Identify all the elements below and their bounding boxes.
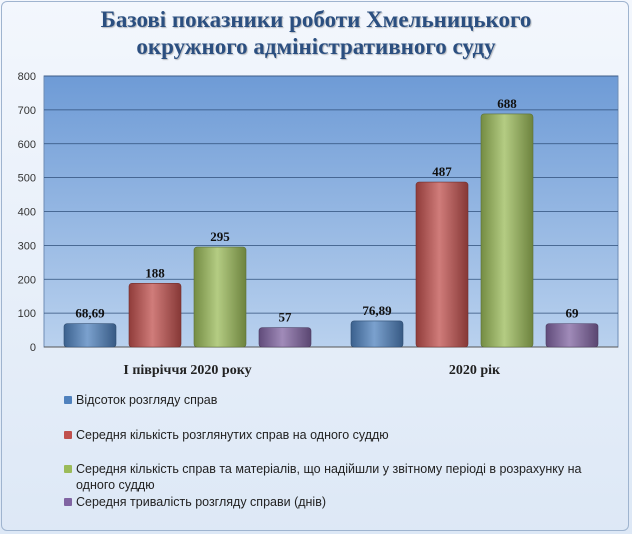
y-tick-label-300: 300	[18, 240, 36, 252]
y-tick-label-500: 500	[18, 173, 36, 185]
bar-s1-c0	[128, 283, 182, 348]
bar-s0-c0	[63, 323, 117, 348]
data-label-s3-c0: 57	[279, 310, 293, 325]
data-label-s2-c1: 688	[497, 96, 517, 111]
legend-label-received-line-1: Середня кількість справ та матеріалів, щ…	[76, 462, 582, 476]
data-label-s1-c0: 188	[145, 265, 165, 280]
legend-label-duration: Середня тривалість розгляду справи (днів…	[76, 495, 327, 509]
bar-s1-c1	[415, 181, 469, 348]
x-category-label-1: 2020 рік	[449, 363, 501, 378]
legend-swatch-green	[64, 465, 72, 473]
legend-item-reviewed: Середня кількість розглянутих справ на о…	[64, 427, 389, 443]
legend-label-received-line-2: одного суддю	[76, 478, 155, 492]
y-tick-label-200: 200	[18, 274, 36, 286]
data-label-s0-c0: 68,69	[75, 306, 105, 321]
x-category-label-0: І півріччя 2020 року	[123, 363, 251, 378]
legend-label-percent: Відсоток розгляду справ	[76, 393, 218, 407]
bar-s3-c1	[545, 323, 599, 348]
legend-item-received: Середня кількість справ та матеріалів, щ…	[64, 461, 581, 493]
legend-swatch-blue	[64, 396, 72, 404]
y-tick-label-400: 400	[18, 207, 36, 219]
legend-swatch-red	[64, 431, 72, 439]
legend-swatch-purple	[64, 498, 72, 506]
legend-label-received: Середня кількість справ та матеріалів, щ…	[76, 461, 581, 493]
bar-s3-c0	[258, 327, 312, 348]
data-label-s0-c1: 76,89	[362, 303, 392, 318]
y-tick-label-0: 0	[30, 342, 36, 354]
chart-title-line-1: Базові показники роботи Хмельницького	[100, 7, 532, 32]
legend-label-reviewed: Середня кількість розглянутих справ на о…	[76, 428, 389, 442]
bar-s2-c0	[193, 246, 247, 348]
y-tick-label-600: 600	[18, 139, 36, 151]
data-label-s2-c0: 295	[210, 229, 230, 244]
bar-s2-c1	[480, 113, 534, 348]
legend-item-percent: Відсоток розгляду справ	[64, 392, 217, 408]
chart-title: Базові показники роботи Хмельницького ок…	[0, 6, 632, 60]
y-tick-label-800: 800	[18, 71, 36, 83]
y-tick-label-100: 100	[18, 308, 36, 320]
legend-item-duration: Середня тривалість розгляду справи (днів…	[64, 494, 326, 510]
data-label-s1-c1: 487	[432, 164, 452, 179]
bar-chart: 0 100 200 300 400 500 600 700 800 68,69 188 295 57 І …	[18, 71, 619, 378]
bar-s0-c1	[350, 320, 404, 348]
data-label-s3-c1: 69	[566, 306, 580, 321]
y-tick-label-700: 700	[18, 105, 36, 117]
chart-title-line-2: окружного адміністративного суду	[136, 34, 496, 59]
